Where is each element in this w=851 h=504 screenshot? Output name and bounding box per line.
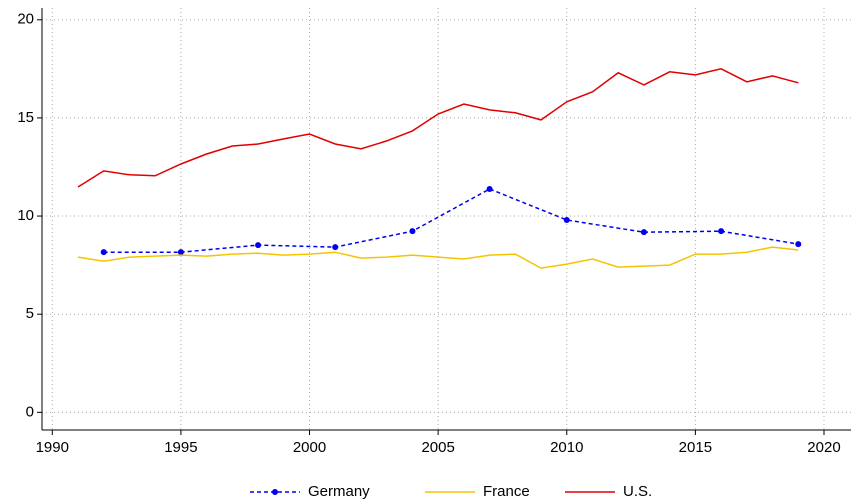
x-tick-label: 2020 (807, 439, 840, 456)
x-tick-label: 2010 (550, 439, 583, 456)
y-tick-label: 15 (17, 109, 34, 126)
data-point (100, 249, 107, 256)
legend-label: Germany (308, 483, 370, 500)
data-point (177, 249, 184, 256)
data-point (640, 229, 647, 236)
legend-label: France (483, 483, 530, 500)
x-tick-label: 2005 (421, 439, 454, 456)
x-tick-label: 2015 (679, 439, 712, 456)
y-tick-label: 0 (26, 403, 34, 420)
legend-marker (272, 489, 278, 495)
legend-label: U.S. (623, 483, 652, 500)
x-tick-label: 2000 (293, 439, 326, 456)
data-point (332, 244, 339, 251)
y-tick-label: 5 (26, 305, 34, 322)
data-point (255, 242, 262, 249)
data-point (563, 216, 570, 223)
x-tick-label: 1990 (36, 439, 69, 456)
y-tick-label: 10 (17, 207, 34, 224)
x-tick-label: 1995 (164, 439, 197, 456)
legend-item: France (425, 483, 530, 500)
y-tick-label: 20 (17, 11, 34, 28)
legend-item: U.S. (565, 483, 652, 500)
legend-item: Germany (250, 483, 370, 500)
series-line (77, 246, 799, 269)
series-line (103, 188, 799, 253)
data-point (486, 185, 493, 192)
data-point (795, 241, 802, 248)
series-line (77, 68, 799, 188)
data-point (409, 228, 416, 235)
data-point (718, 228, 725, 235)
